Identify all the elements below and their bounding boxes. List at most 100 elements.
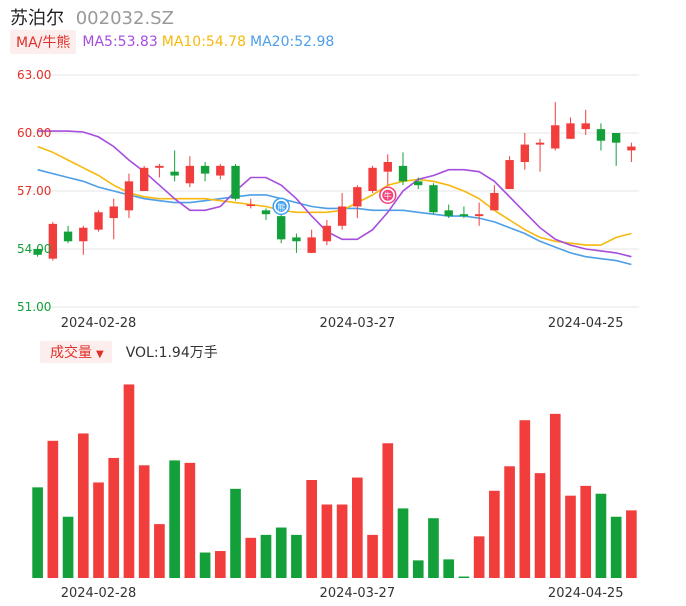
candle-body [353, 187, 362, 207]
candle-body [551, 125, 560, 149]
candle-body [581, 123, 590, 130]
volume-bar [595, 493, 607, 578]
candle-body [185, 165, 195, 184]
candle [581, 109, 590, 135]
volume-bar [62, 516, 74, 578]
marker-glyph: 熊 [277, 202, 285, 212]
ma-legend: MA/牛熊 MA5:53.83 MA10:54.78 MA20:52.98 [10, 30, 338, 54]
candle-body [109, 206, 118, 219]
volume-legend: 成交量 ▼ VOL:1.94万手 [40, 341, 218, 363]
volume-bar [291, 534, 302, 578]
candle [277, 210, 286, 244]
ma10-line [37, 145, 632, 246]
candle-body [124, 181, 134, 211]
volume-bar [214, 551, 226, 578]
candle [200, 162, 210, 182]
ma20-value: MA20:52.98 [250, 34, 335, 50]
candle-body [261, 210, 271, 215]
candle-body [33, 249, 42, 255]
volume-bar [108, 457, 120, 578]
candle [353, 185, 362, 219]
volume-bar [32, 487, 43, 578]
bull-marker-icon: 牛 [379, 186, 397, 204]
candle-body [398, 165, 408, 182]
volume-bar [367, 534, 378, 578]
volume-bar [519, 420, 531, 578]
volume-bar [397, 508, 409, 578]
price-date-axis: 2024-02-28 2024-03-27 2024-04-25 [61, 316, 624, 331]
candle [383, 154, 392, 186]
candle-body [520, 144, 529, 162]
volume-bar [412, 560, 424, 578]
candle [79, 225, 88, 255]
candle [505, 156, 514, 190]
candle [63, 225, 73, 244]
candle [535, 138, 545, 172]
candle [109, 198, 118, 240]
volume-indicator-button[interactable]: 成交量 ▼ [40, 341, 112, 363]
candle [474, 202, 484, 226]
x-tick-label: 2024-02-28 [61, 586, 137, 601]
volume-bar [184, 462, 196, 578]
candle-body [414, 181, 423, 186]
candle [48, 221, 58, 261]
volume-bar [199, 552, 211, 578]
candle-body [383, 162, 392, 172]
price-grid [30, 74, 639, 308]
volume-value: VOL:1.94万手 [125, 345, 218, 361]
volume-bar [47, 440, 59, 578]
volume-bar [443, 559, 455, 578]
candle-body [140, 167, 149, 191]
signal-markers: 熊牛 [272, 186, 397, 216]
ma-indicator-button[interactable]: MA/牛熊 [10, 30, 77, 54]
volume-bar [352, 477, 363, 578]
candle-body [246, 204, 255, 207]
bear-marker-icon: 熊 [272, 197, 290, 216]
volume-bar [565, 495, 576, 578]
candle [170, 150, 179, 182]
candle-body [490, 192, 499, 211]
x-tick-label: 2024-04-25 [548, 316, 624, 331]
candle [337, 192, 347, 230]
candle-body [337, 206, 347, 226]
candle-body [63, 231, 73, 242]
candle-body [505, 160, 514, 190]
x-tick-label: 2024-03-27 [320, 316, 396, 331]
x-tick-label: 2024-03-27 [320, 586, 396, 601]
volume-bar [428, 518, 439, 578]
candle [551, 102, 560, 151]
volume-bar [580, 485, 592, 578]
volume-bar [473, 536, 485, 578]
candle [627, 142, 636, 162]
volume-bar [123, 384, 135, 578]
stock-title: 苏泊尔 002032.SZ [10, 4, 174, 30]
candle-body [368, 167, 377, 191]
candle-body [611, 133, 621, 143]
volume-bar [77, 433, 89, 578]
volume-button-label: 成交量 [50, 345, 92, 361]
candle-body [79, 227, 88, 242]
candle-body [429, 185, 438, 213]
candle [490, 185, 499, 211]
volume-bar [489, 490, 500, 578]
candle-body [231, 165, 240, 199]
volume-bar [382, 443, 394, 578]
candle-body [200, 165, 210, 174]
candle [246, 198, 255, 209]
candle [520, 133, 529, 170]
candle [231, 163, 240, 201]
y-tick-label: 54.00 [17, 242, 51, 256]
candle-body [170, 171, 179, 176]
candle-body [596, 129, 606, 141]
candle [444, 204, 453, 219]
y-tick-label: 63.00 [17, 68, 51, 82]
volume-bar [138, 465, 150, 578]
volume-bar [93, 482, 104, 578]
candle [216, 163, 225, 180]
volume-bar [245, 537, 257, 578]
volume-bars [32, 384, 637, 578]
candle [322, 220, 332, 246]
marker-dot [275, 200, 287, 212]
y-tick-label: 60.00 [17, 126, 51, 140]
